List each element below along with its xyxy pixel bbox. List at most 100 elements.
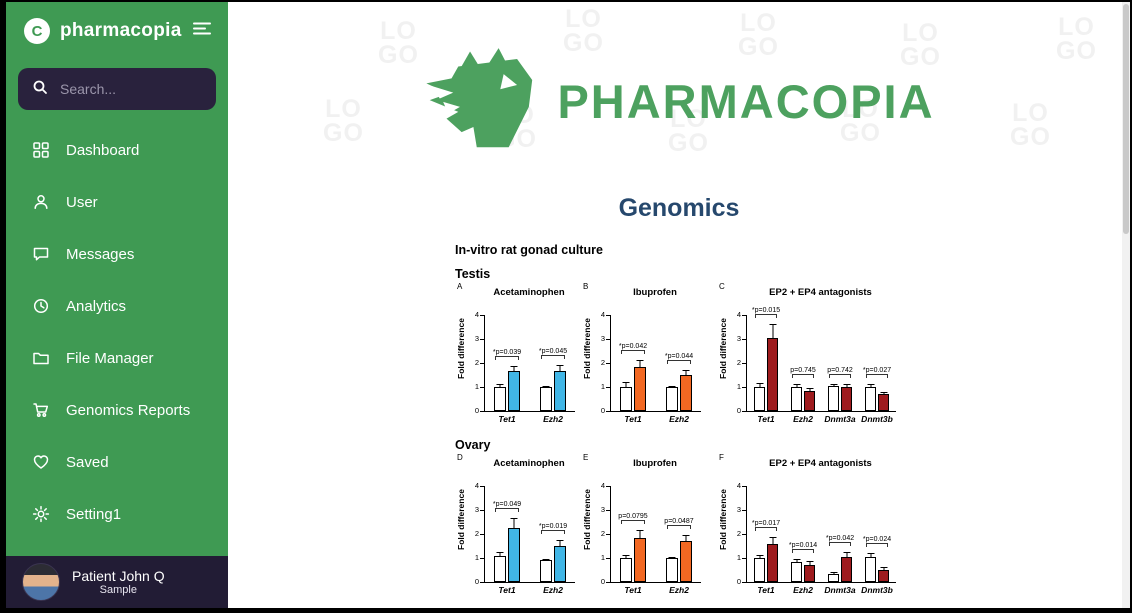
search-box[interactable] <box>18 68 216 110</box>
bar-group: *p=0.024 Dnmt3b <box>861 536 893 595</box>
treated-bar <box>554 365 566 411</box>
significance-bracket <box>866 374 888 379</box>
treated-bar <box>634 360 646 411</box>
y-tick <box>742 581 746 583</box>
control-bar <box>494 551 506 582</box>
significance-bracket <box>667 525 691 529</box>
treated-bar <box>878 567 889 582</box>
sidebar-item-analytics[interactable]: Analytics <box>6 280 228 332</box>
y-tick-label: 0 <box>474 577 479 586</box>
y-tick-label: 1 <box>736 553 741 562</box>
y-tick-label: 4 <box>736 310 741 319</box>
p-value-label: *p=0.017 <box>751 520 781 528</box>
error-bar <box>496 551 505 557</box>
p-value-label: *p=0.044 <box>664 353 694 360</box>
error-bar <box>805 388 814 392</box>
error-bar <box>842 551 851 558</box>
y-tick-label: 0 <box>600 577 605 586</box>
x-category-label: Tet1 <box>624 585 642 595</box>
treated-bar <box>634 530 646 582</box>
sidebar-item-file-manager[interactable]: File Manager <box>6 332 228 384</box>
error-bar <box>805 561 814 567</box>
chart-title: Acetaminophen <box>493 458 565 469</box>
sidebar-item-label: Genomics Reports <box>66 401 191 419</box>
chart-body: Fold difference 0 1 2 3 4 *p=0.015 Tet1 p=0.745… <box>717 298 896 424</box>
control-bar <box>865 553 876 582</box>
error-bar <box>542 385 551 388</box>
sidebar-item-label: User <box>66 193 98 211</box>
p-value-label: *p=0.015 <box>751 307 781 315</box>
y-tick <box>606 386 610 388</box>
x-category-label: Dnmt3b <box>861 585 893 595</box>
bar-group: p=0.0487 Ezh2 <box>664 518 693 595</box>
error-bar <box>879 567 888 571</box>
clock-icon <box>32 297 50 315</box>
p-value-label: *p=0.027 <box>862 367 892 375</box>
scrollbar-thumb[interactable] <box>1123 4 1129 234</box>
y-tick <box>742 410 746 412</box>
x-category-label: Tet1 <box>498 585 516 595</box>
chart-body: Fold difference 0 1 2 3 4 p=0.0795 Tet1 p=0.048… <box>581 469 701 595</box>
p-value-label: *p=0.019 <box>538 522 568 530</box>
significance-bracket <box>541 355 565 360</box>
control-bar <box>754 555 765 582</box>
vertical-scrollbar[interactable] <box>1122 2 1130 608</box>
sidebar-item-dashboard[interactable]: Dashboard <box>6 124 228 176</box>
y-tick <box>606 485 610 487</box>
profile-name: Patient John Q <box>72 568 165 584</box>
dashboard-grid-icon <box>32 141 50 159</box>
y-tick <box>742 338 746 340</box>
p-value-label: p=0.0795 <box>618 513 648 521</box>
x-category-label: Tet1 <box>624 414 642 424</box>
treated-bar <box>508 366 520 411</box>
x-category-label: Ezh2 <box>669 414 689 424</box>
bar-group: *p=0.014 Ezh2 <box>789 542 817 595</box>
y-tick-label: 4 <box>736 481 741 490</box>
significance-bracket <box>829 541 851 546</box>
chart-panel-d: D Acetaminophen Fold difference 0 1 2 3 4 *p=… <box>455 453 575 599</box>
p-value-label: *p=0.039 <box>492 349 522 357</box>
treated-bar <box>508 518 520 582</box>
bar-group: *p=0.017 Tet1 <box>752 520 780 595</box>
profile-footer[interactable]: Patient John Q Sample <box>6 556 228 608</box>
search-input[interactable] <box>58 80 192 98</box>
bar-group: *p=0.044 Ezh2 <box>665 353 693 424</box>
y-tick <box>480 410 484 412</box>
control-bar <box>828 572 839 582</box>
heart-icon <box>32 453 50 471</box>
sidebar-item-label: Saved <box>66 453 109 471</box>
y-tick-label: 1 <box>736 382 741 391</box>
hamburger-menu-icon[interactable] <box>192 21 212 41</box>
bar-group: *p=0.039 Tet1 <box>493 349 521 424</box>
chart-panel-b: B Ibuprofen Fold difference 0 1 2 3 4 *p=0.04… <box>581 282 701 428</box>
p-value-label: *p=0.042 <box>825 534 855 542</box>
x-category-label: Ezh2 <box>543 414 563 424</box>
error-bar <box>682 535 691 543</box>
x-category-label: Ezh2 <box>669 585 689 595</box>
sidebar-item-messages[interactable]: Messages <box>6 228 228 280</box>
plot-area: 0 1 2 3 4 *p=0.017 Tet1 *p=0.014 Ezh2 *p=0.042 Dnm… <box>737 481 896 595</box>
control-bar <box>828 384 839 411</box>
error-bar <box>755 383 764 388</box>
sidebar-item-saved[interactable]: Saved <box>6 436 228 488</box>
control-bar <box>754 383 765 411</box>
y-tick <box>606 581 610 583</box>
control-bar <box>791 559 802 582</box>
sidebar-item-settings[interactable]: Setting1 <box>6 488 228 540</box>
y-tick-label: 4 <box>600 310 605 319</box>
plot-area: 0 1 2 3 4 *p=0.049 Tet1 *p=0.019 Ezh2 <box>475 481 575 595</box>
control-bar <box>666 385 678 411</box>
error-bar <box>622 382 631 388</box>
y-tick-label: 2 <box>474 529 479 538</box>
treated-bar <box>878 391 889 411</box>
sidebar-item-user[interactable]: User <box>6 176 228 228</box>
brand-name: pharmacopia <box>60 20 182 41</box>
brand-wordmark: PHARMACOPIA <box>557 74 935 128</box>
sidebar-item-genomics-reports[interactable]: Genomics Reports <box>6 384 228 436</box>
brand: C pharmacopia <box>6 2 228 52</box>
treated-bar <box>554 539 566 582</box>
error-bar <box>829 572 838 575</box>
significance-bracket <box>755 314 777 319</box>
